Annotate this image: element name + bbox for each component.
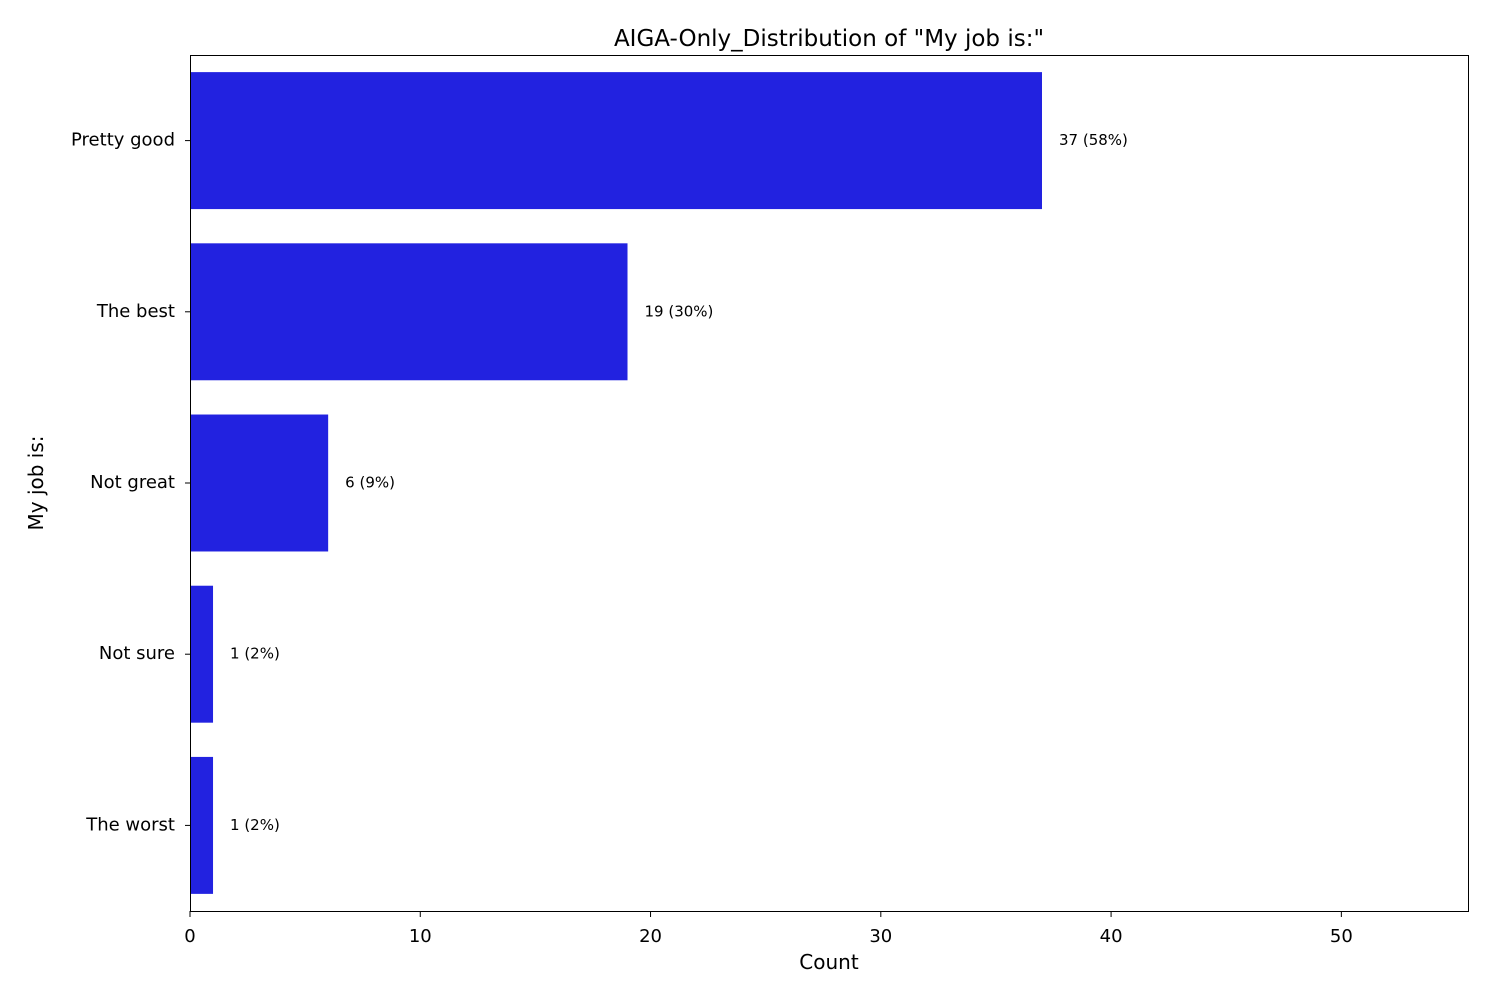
data-label: 1 (2%) — [230, 816, 280, 834]
data-label: 6 (9%) — [345, 474, 395, 492]
x-tick-label: 50 — [1330, 926, 1353, 947]
x-axis-label: Count — [799, 950, 859, 974]
bar-not-great — [190, 414, 329, 552]
x-tick-label: 20 — [639, 926, 662, 947]
x-tick-label: 40 — [1100, 926, 1123, 947]
y-tick-label: The best — [96, 301, 175, 322]
bar-the-best — [190, 243, 628, 381]
x-tick-label: 30 — [869, 926, 892, 947]
y-tick-label: Not great — [90, 472, 175, 493]
data-labels-group: 37 (58%) 19 (30%) 6 (9%) 1 (2%) 1 (2%) — [230, 131, 1128, 834]
chart-title: AIGA-Only_Distribution of "My job is:" — [614, 26, 1044, 52]
bar-not-sure — [190, 585, 214, 723]
y-axis-label: My job is: — [24, 435, 48, 530]
data-label: 37 (58%) — [1059, 131, 1128, 149]
y-axis: Pretty good The best Not great Not sure The … — [71, 130, 190, 835]
data-label: 1 (2%) — [230, 645, 280, 663]
x-axis: 0 10 20 30 40 50 — [184, 911, 1353, 947]
bar-pretty-good — [190, 72, 1042, 210]
bar-the-worst — [190, 756, 214, 894]
y-tick-label: The worst — [85, 814, 175, 835]
y-tick-label: Not sure — [99, 643, 175, 664]
bars-group — [190, 72, 1042, 894]
y-tick-label: Pretty good — [71, 130, 175, 151]
x-tick-label: 0 — [184, 926, 195, 947]
x-tick-label: 10 — [409, 926, 432, 947]
plot-area-frame — [190, 55, 1469, 912]
data-label: 19 (30%) — [645, 302, 714, 320]
